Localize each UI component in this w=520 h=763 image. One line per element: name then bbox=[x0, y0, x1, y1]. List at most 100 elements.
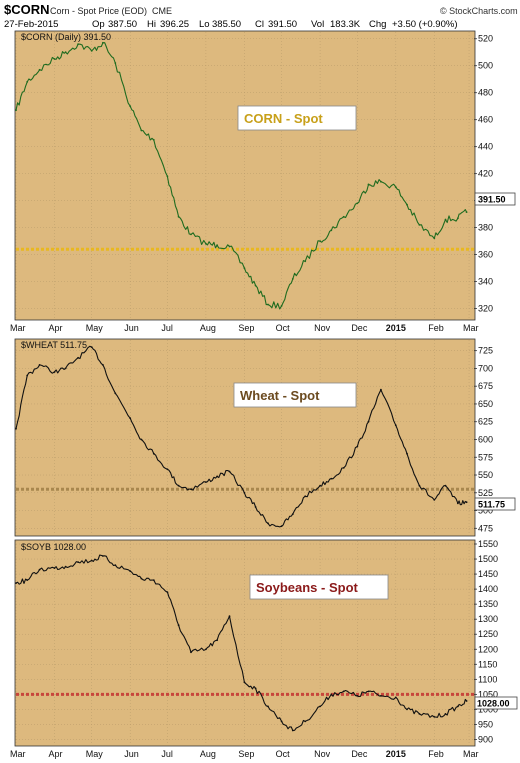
corn-data-point bbox=[457, 217, 459, 220]
corn-data-point bbox=[291, 278, 294, 280]
soybeans-xtick-label: Aug bbox=[200, 749, 216, 759]
corn-data-point bbox=[304, 260, 307, 263]
soybeans-last-value-flag: 1028.00 bbox=[474, 696, 518, 710]
soybeans-panel-label-group: $SOYB 1028.00 bbox=[21, 542, 86, 552]
soybeans-data-point bbox=[177, 624, 180, 627]
open-value: 387.50 bbox=[108, 19, 137, 30]
soybeans-data-point bbox=[394, 696, 397, 699]
wheat-data-point bbox=[114, 392, 117, 395]
wheat-data-point bbox=[129, 417, 132, 420]
wheat-data-point bbox=[356, 445, 359, 448]
wheat-data-point bbox=[418, 484, 421, 487]
corn-data-point bbox=[129, 105, 132, 108]
wheat-data-point bbox=[205, 481, 207, 483]
wheat-data-point bbox=[140, 438, 143, 441]
soybeans-data-point bbox=[64, 565, 67, 568]
corn-ytick-label: 360 bbox=[478, 250, 493, 260]
soybeans-data-point bbox=[228, 615, 231, 618]
wheat-data-point bbox=[64, 367, 67, 370]
corn-xtick-label: Aug bbox=[200, 323, 216, 333]
soybeans-data-point bbox=[342, 690, 345, 693]
soybeans-annotation-box: Soybeans - Spot bbox=[249, 574, 389, 600]
soybeans-ytick-label: 1000 bbox=[478, 704, 498, 714]
wheat-data-point bbox=[228, 470, 231, 473]
corn-data-point bbox=[418, 224, 421, 226]
corn-last-value-flag: 391.50 bbox=[474, 192, 516, 206]
soybeans-data-point bbox=[38, 568, 41, 571]
exchange-label: CME bbox=[152, 6, 172, 16]
soybeans-data-point bbox=[418, 713, 421, 715]
corn-panel-label: $CORN (Daily) 391.50 bbox=[21, 32, 111, 42]
wheat-ytick-label: 725 bbox=[478, 346, 493, 356]
wheat-data-point bbox=[367, 420, 370, 423]
soybeans-data-point bbox=[367, 690, 370, 693]
wheat-data-point bbox=[267, 522, 269, 525]
corn-data-point bbox=[465, 211, 468, 214]
soybeans-panel bbox=[14, 539, 476, 747]
wheat-data-point bbox=[38, 364, 41, 366]
corn-ytick-label: 480 bbox=[478, 88, 493, 98]
soybeans-xtick-label: Mar bbox=[463, 749, 479, 759]
wheat-data-point bbox=[444, 484, 447, 487]
wheat-data-point bbox=[216, 475, 219, 478]
brand-label: © StockCharts.com bbox=[440, 6, 518, 16]
soybeans-ytick-label: 950 bbox=[478, 719, 493, 729]
soybeans-annotation: Soybeans - Spot bbox=[256, 580, 359, 595]
soybeans-data-point bbox=[53, 567, 56, 569]
corn-data-point bbox=[26, 81, 29, 83]
corn-data-point bbox=[254, 284, 257, 287]
soybeans-xtick-label: Apr bbox=[48, 749, 62, 759]
corn-data-point bbox=[228, 245, 231, 248]
corn-data-point bbox=[114, 62, 117, 64]
corn-xtick-label: May bbox=[86, 323, 104, 333]
high-label: Hi bbox=[147, 19, 156, 30]
soybeans-data-point bbox=[166, 591, 169, 593]
wheat-panel-label: $WHEAT 511.75 bbox=[21, 340, 87, 350]
change-value: +3.50 (+0.90%) bbox=[392, 19, 458, 30]
wheat-ytick-label: 475 bbox=[478, 523, 493, 533]
soybeans-data-point bbox=[114, 564, 117, 566]
wheat-data-point bbox=[190, 488, 192, 491]
corn-xtick-label: Mar bbox=[463, 323, 479, 333]
close-label: Cl bbox=[255, 19, 264, 30]
wheat-panel-label-group: $WHEAT 511.75 bbox=[21, 340, 87, 350]
corn-data-point bbox=[190, 233, 192, 236]
corn-data-point bbox=[53, 58, 56, 60]
corn-data-point bbox=[166, 175, 169, 178]
corn-xtick-label: Apr bbox=[48, 323, 62, 333]
soybeans-ytick-label: 1050 bbox=[478, 689, 498, 699]
open-label: Op bbox=[92, 19, 105, 30]
wheat-ytick-label: 550 bbox=[478, 470, 493, 480]
soybeans-xtick-label: Dec bbox=[351, 749, 368, 759]
corn-data-point bbox=[342, 215, 345, 218]
wheat-data-point bbox=[304, 495, 307, 498]
soybeans-xtick-label: Oct bbox=[276, 749, 291, 759]
wheat-data-point bbox=[90, 346, 93, 348]
wheat-last-value: 511.75 bbox=[478, 500, 505, 510]
soybeans-xtick-label: Feb bbox=[428, 749, 444, 759]
soybeans-last-value: 1028.00 bbox=[477, 699, 510, 709]
soybeans-panel-label: $SOYB 1028.00 bbox=[21, 542, 86, 552]
low-label: Lo bbox=[199, 19, 210, 30]
corn-data-point bbox=[367, 183, 370, 186]
high-value: 396.25 bbox=[160, 19, 189, 30]
corn-data-point bbox=[444, 218, 447, 221]
wheat-data-point bbox=[102, 364, 104, 366]
soybeans-data-point bbox=[433, 716, 436, 718]
corn-ytick-label: 380 bbox=[478, 223, 493, 233]
corn-data-point bbox=[406, 203, 408, 206]
corn-annotation-box: CORN - Spot bbox=[237, 105, 357, 131]
corn-data-point bbox=[394, 186, 397, 189]
corn-data-point bbox=[205, 242, 207, 245]
soybeans-data-point bbox=[77, 561, 79, 563]
wheat-annotation-box: Wheat - Spot bbox=[233, 382, 357, 408]
corn-data-point bbox=[280, 305, 283, 307]
soybeans-data-point bbox=[152, 579, 155, 581]
corn-data-point bbox=[152, 139, 155, 141]
x-axis-ticks: Mar Apr May Jun Jul Aug Sep Oct Nov Dec 2015 Feb Mar… bbox=[10, 323, 479, 759]
wheat-data-point bbox=[53, 371, 56, 373]
wheat-data-point bbox=[77, 356, 79, 359]
symbol-description: Corn - Spot Price (EOD) bbox=[50, 6, 147, 16]
y-axis-ticks: 3203403603804004204404604805005204755005… bbox=[474, 34, 498, 744]
